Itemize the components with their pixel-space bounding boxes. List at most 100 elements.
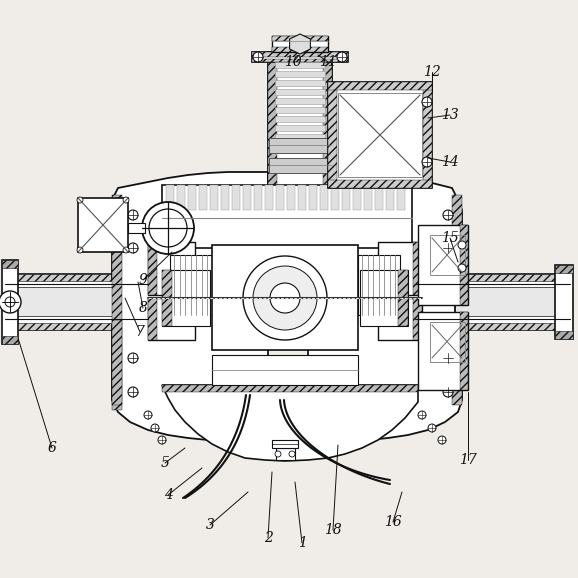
Polygon shape [188,185,196,210]
Circle shape [158,436,166,444]
Polygon shape [342,185,350,210]
Polygon shape [555,265,573,339]
Circle shape [337,52,347,62]
Polygon shape [415,287,570,316]
Circle shape [128,387,138,397]
Circle shape [128,353,138,363]
Polygon shape [148,242,195,295]
Polygon shape [112,195,122,410]
Polygon shape [268,52,277,195]
Circle shape [77,247,83,253]
Polygon shape [162,185,412,248]
Circle shape [270,283,300,313]
Text: 14: 14 [441,155,459,169]
Polygon shape [378,298,422,340]
Circle shape [289,451,295,457]
Polygon shape [2,260,18,344]
Text: 8: 8 [139,301,147,315]
Circle shape [458,264,466,272]
Polygon shape [275,125,325,131]
Polygon shape [170,255,212,315]
Polygon shape [148,242,157,295]
Polygon shape [328,180,432,188]
Polygon shape [460,225,468,305]
Text: 6: 6 [47,441,57,455]
Polygon shape [199,185,207,210]
Polygon shape [413,242,422,295]
Polygon shape [320,185,328,210]
Polygon shape [210,185,218,210]
Polygon shape [328,82,337,188]
Text: 9: 9 [139,273,147,287]
Polygon shape [252,52,348,57]
Circle shape [151,424,159,432]
Circle shape [253,52,263,62]
Polygon shape [415,323,570,330]
Text: 15: 15 [441,231,459,245]
Polygon shape [353,185,361,210]
Polygon shape [128,223,145,233]
Circle shape [128,210,138,220]
Polygon shape [397,185,405,210]
Polygon shape [212,245,358,350]
Polygon shape [555,265,573,273]
Polygon shape [308,172,462,440]
Polygon shape [452,195,462,285]
Circle shape [443,387,453,397]
Text: 7: 7 [136,325,144,339]
Circle shape [443,243,453,253]
Polygon shape [162,385,418,392]
Polygon shape [275,62,325,68]
Polygon shape [269,158,331,173]
Polygon shape [78,198,128,252]
Circle shape [123,197,129,203]
Text: 18: 18 [324,523,342,537]
Polygon shape [5,274,148,330]
Polygon shape [275,134,325,140]
Polygon shape [415,274,570,330]
Text: 11: 11 [319,55,337,69]
Circle shape [123,247,129,253]
Polygon shape [555,331,573,339]
Polygon shape [358,255,400,315]
Circle shape [428,424,436,432]
Polygon shape [275,143,325,149]
Polygon shape [232,185,240,210]
Polygon shape [265,185,273,210]
Polygon shape [2,260,18,268]
Polygon shape [243,185,251,210]
Circle shape [418,411,426,419]
Polygon shape [2,336,18,344]
Circle shape [128,243,138,253]
Circle shape [253,266,317,330]
Polygon shape [386,185,394,210]
Polygon shape [212,355,358,385]
Circle shape [77,197,83,203]
Text: 5: 5 [161,456,169,470]
Text: 10: 10 [284,55,302,69]
Polygon shape [272,440,298,448]
Circle shape [149,209,187,247]
Text: 12: 12 [423,65,441,79]
Text: 16: 16 [384,515,402,529]
Text: 1: 1 [298,536,306,550]
Polygon shape [328,82,432,188]
Polygon shape [460,312,468,390]
Polygon shape [378,242,422,295]
Polygon shape [290,34,310,54]
Polygon shape [275,89,325,95]
Polygon shape [272,36,328,41]
Circle shape [443,210,453,220]
Polygon shape [112,320,122,405]
Polygon shape [323,52,332,195]
Polygon shape [418,225,468,305]
Text: 13: 13 [441,108,459,122]
Polygon shape [5,274,148,281]
Polygon shape [375,185,383,210]
Polygon shape [166,185,174,210]
Polygon shape [252,52,348,62]
Polygon shape [272,36,328,52]
Text: 17: 17 [459,453,477,467]
Polygon shape [398,270,408,326]
Polygon shape [275,98,325,104]
